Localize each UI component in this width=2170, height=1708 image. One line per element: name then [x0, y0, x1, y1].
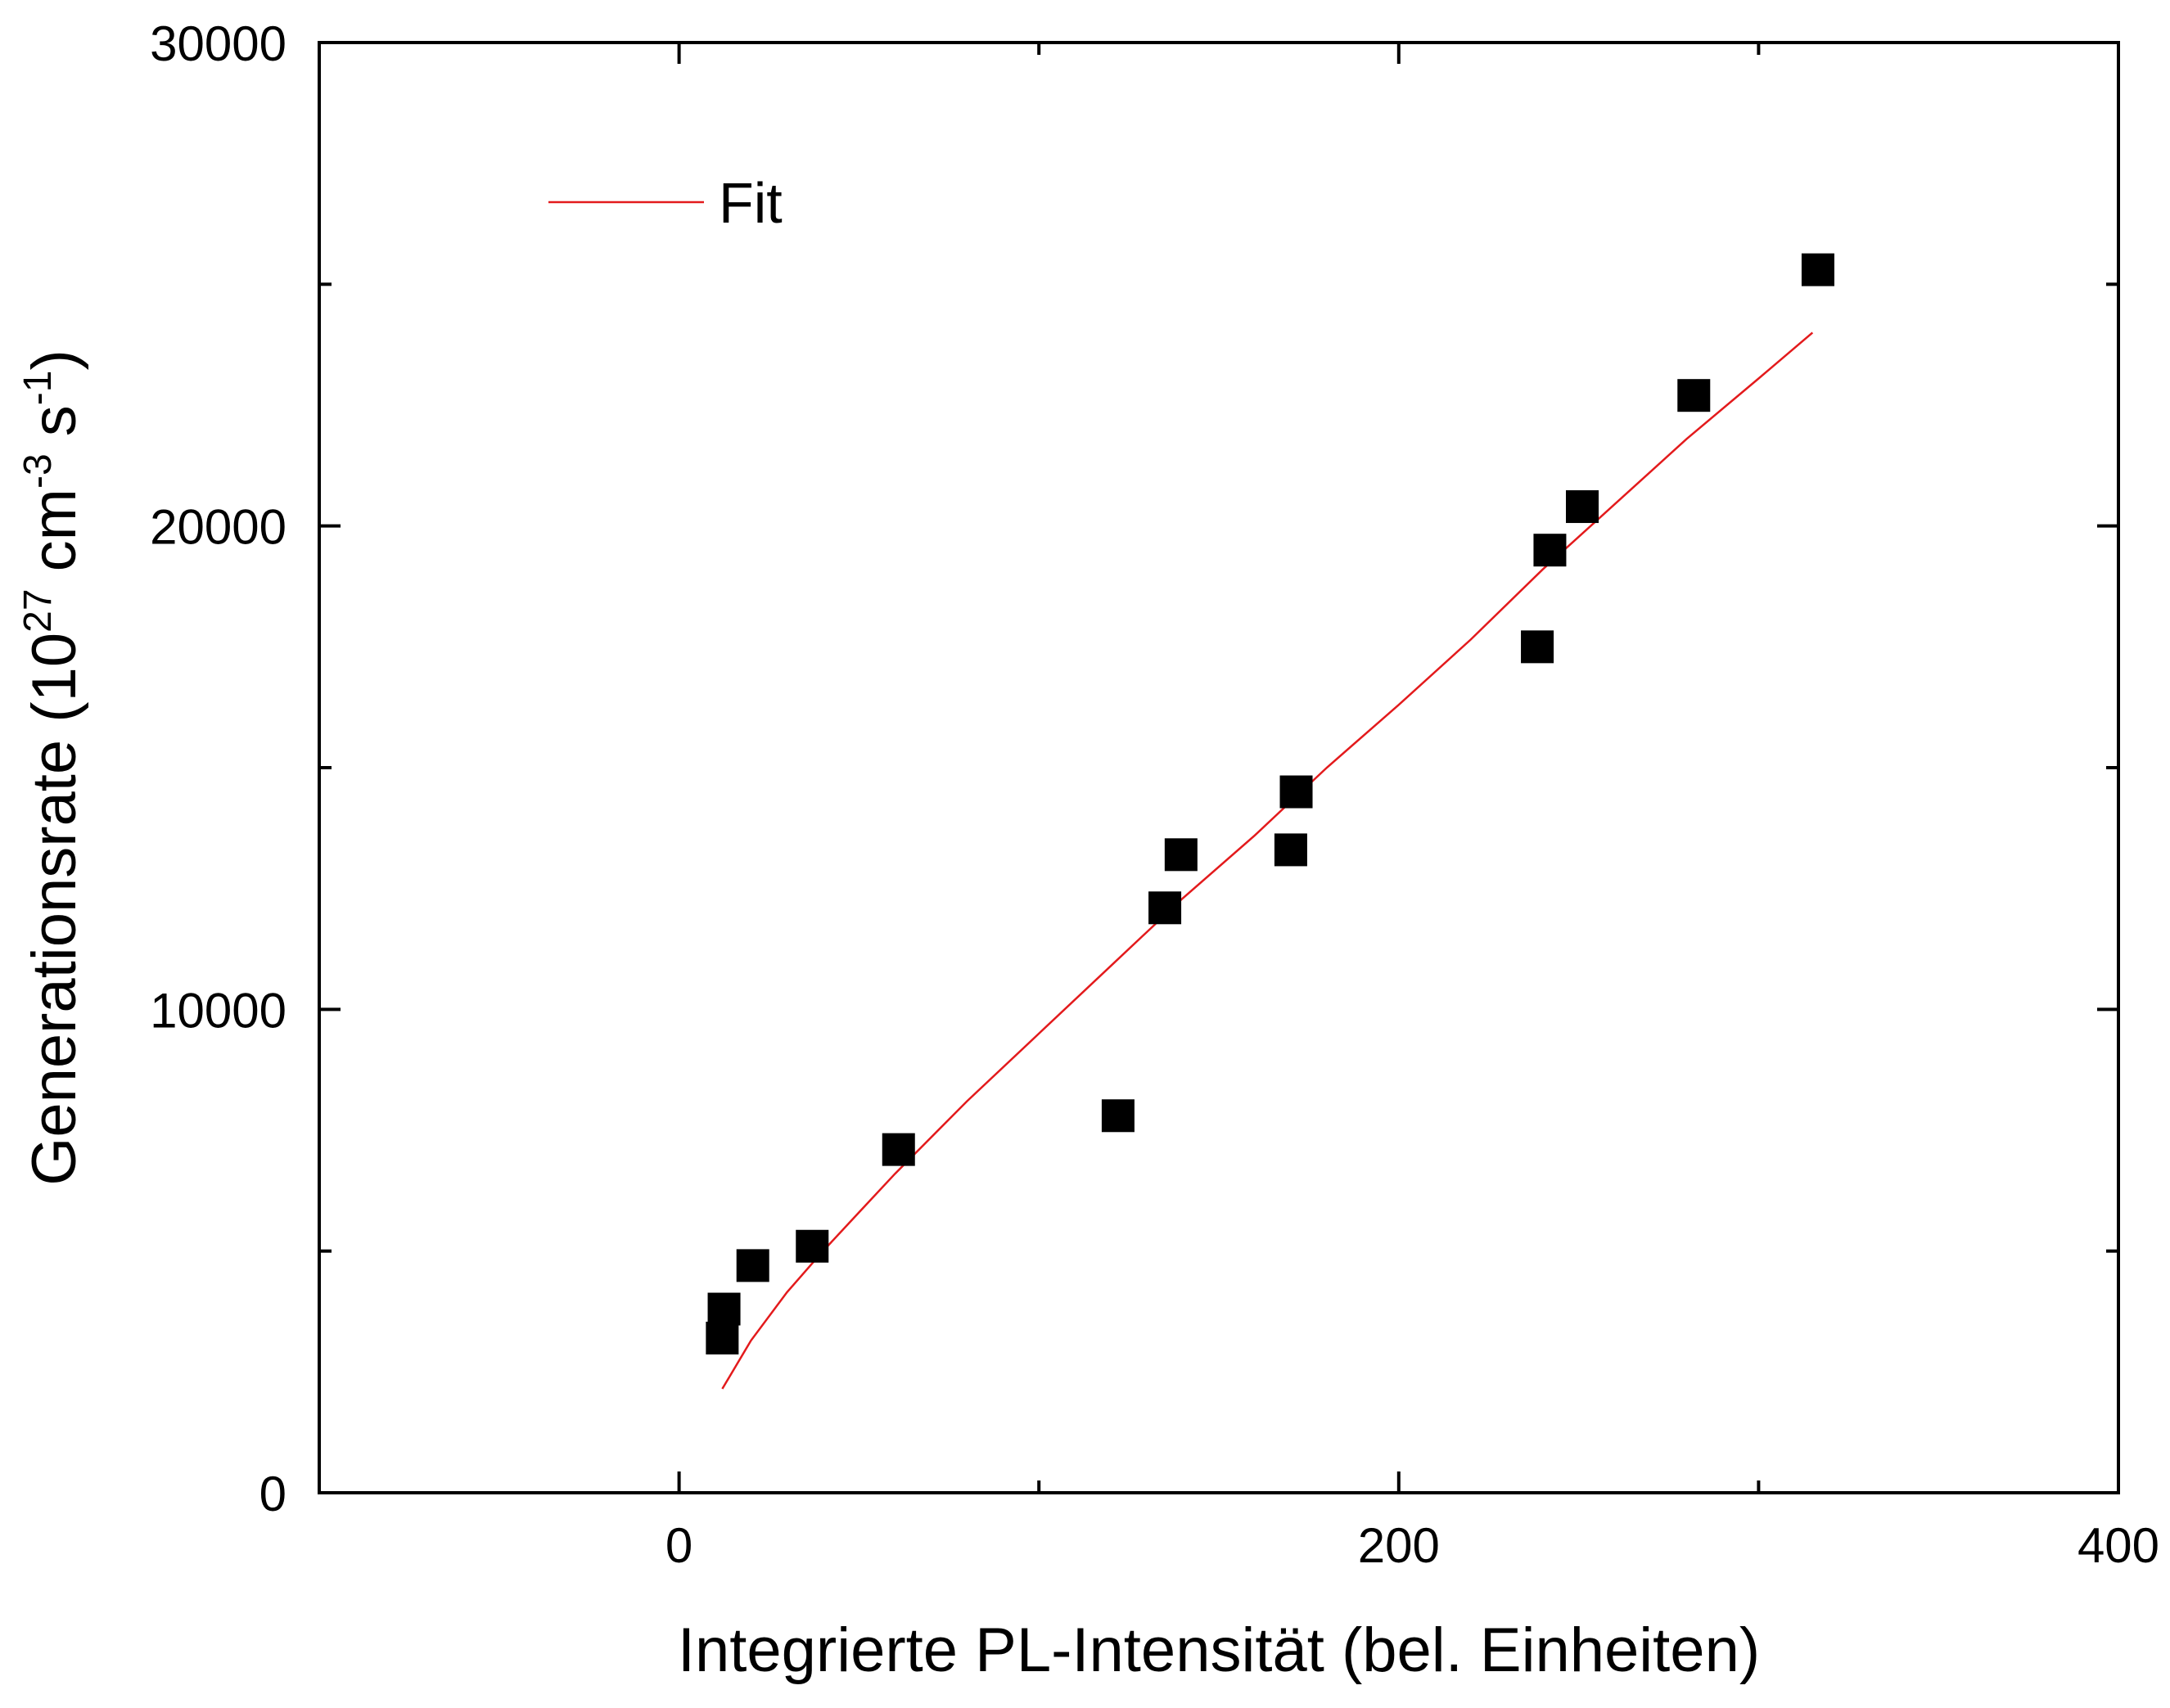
y-tick-label: 20000: [150, 500, 286, 555]
data-point: [706, 1321, 739, 1354]
y-label-exp2: -3: [16, 453, 60, 489]
y-tick-label: 0: [259, 1467, 286, 1521]
legend-label-fit: Fit: [719, 171, 783, 235]
y-label-middle: cm: [20, 489, 89, 588]
y-label-exp3: -1: [16, 371, 60, 406]
legend: Fit: [548, 171, 783, 235]
data-point: [1164, 838, 1198, 872]
tick-marks: [318, 41, 2120, 1494]
data-point: [1565, 490, 1599, 524]
data-point: [882, 1133, 915, 1166]
y-label-exp1: 27: [16, 588, 60, 632]
data-point: [1148, 891, 1182, 925]
y-label-prefix: Generationsrate (10: [20, 633, 89, 1186]
y-tick-label: 30000: [150, 16, 286, 71]
data-point: [1677, 379, 1711, 412]
x-axis-label: Integrierte PL-Intensität (bel. Einheite…: [678, 1616, 1760, 1685]
data-point: [1521, 630, 1554, 664]
data-point: [796, 1229, 829, 1263]
data-point: [736, 1249, 769, 1282]
y-tick-label: 10000: [150, 983, 286, 1038]
data-point: [707, 1292, 741, 1326]
data-point: [1274, 833, 1307, 867]
y-axis-label: Generationsrate (1027 cm-3 s-1): [16, 349, 89, 1186]
y-label-suffix: ): [20, 349, 89, 370]
fit-line: [721, 331, 1814, 1390]
x-tick-label: 400: [2078, 1518, 2159, 1573]
data-point: [1279, 775, 1313, 809]
data-markers: [706, 253, 1834, 1354]
data-point: [1801, 253, 1834, 286]
x-tick-label: 200: [1358, 1518, 1440, 1573]
x-tick-label: 0: [665, 1518, 693, 1573]
plot-frame: [318, 41, 2120, 1494]
data-point: [1533, 534, 1567, 567]
tick-labels: 0 200 400 0 10000 20000 30000: [150, 16, 2159, 1573]
y-label-space: s: [20, 405, 89, 453]
data-point: [1101, 1099, 1135, 1133]
